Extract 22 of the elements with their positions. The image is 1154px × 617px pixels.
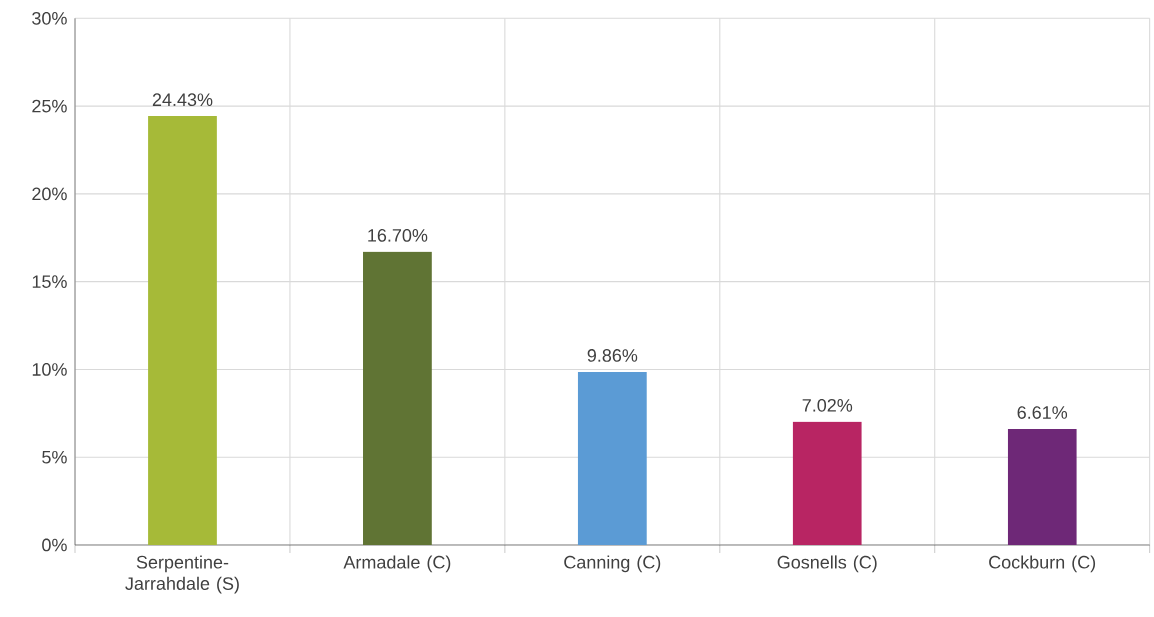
- y-tick-label: 30%: [32, 11, 67, 25]
- y-tick-label: 0%: [42, 538, 67, 552]
- x-tick-label: Serpentine-Jarrahdale (S): [125, 555, 239, 594]
- bar: [363, 251, 432, 545]
- y-tick-label: 10%: [32, 363, 67, 376]
- y-tick-label: 25%: [32, 99, 67, 113]
- y-tick-label: 15%: [32, 275, 67, 288]
- x-tick-label: Cockburn (C): [989, 555, 1096, 573]
- bar: [792, 421, 862, 545]
- y-tick-label: 20%: [32, 187, 67, 201]
- x-tick-label: Canning (C): [564, 555, 661, 573]
- data-label: 16.70%: [368, 229, 428, 242]
- x-tick-label: Armadale (C): [343, 555, 451, 573]
- bar: [1007, 428, 1077, 545]
- data-label: 24.43%: [152, 93, 213, 107]
- bar: [148, 116, 217, 545]
- data-label: 6.61%: [1017, 406, 1068, 419]
- bar: [577, 371, 647, 545]
- x-tick-label: Gosnells (C): [777, 555, 877, 573]
- y-tick-label: 5%: [42, 450, 67, 464]
- data-label: 9.86%: [587, 349, 638, 362]
- data-label: 7.02%: [802, 398, 853, 412]
